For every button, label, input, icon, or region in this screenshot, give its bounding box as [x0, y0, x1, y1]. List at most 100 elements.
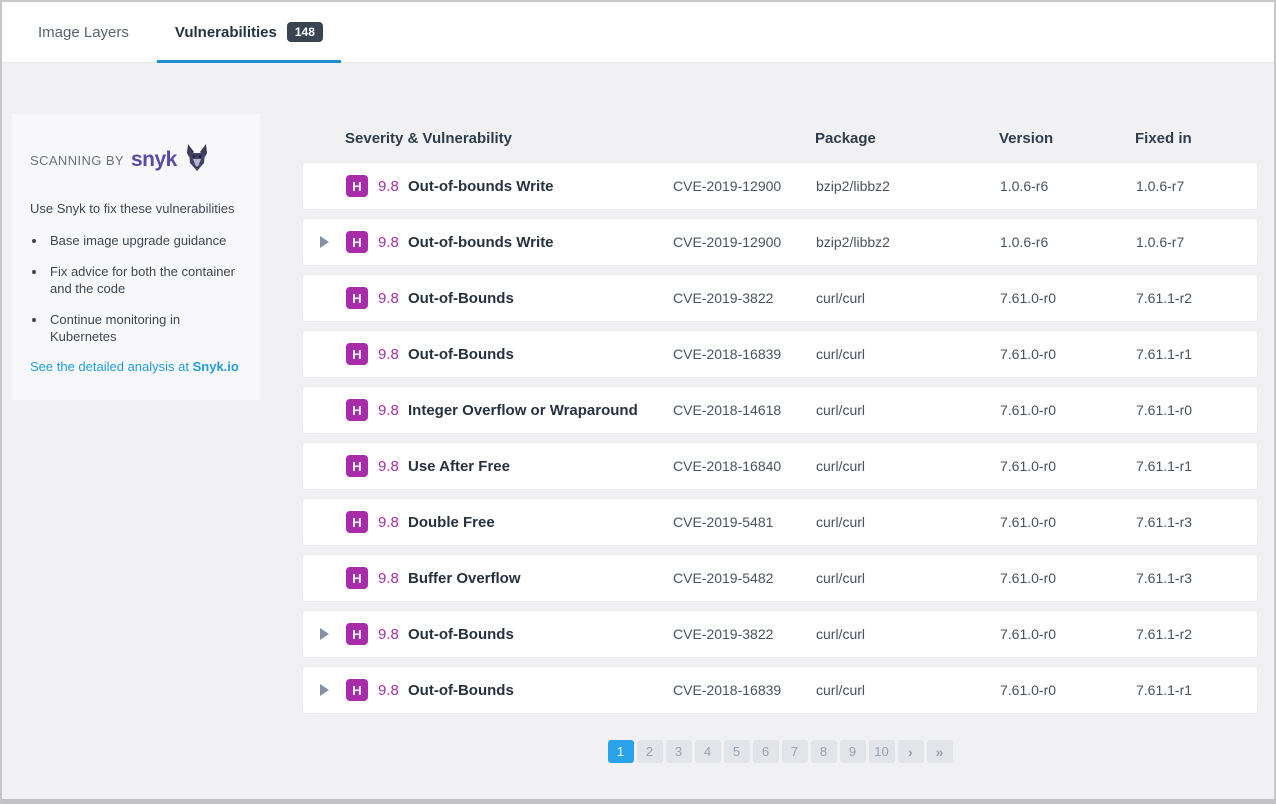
vulnerability-name: Out-of-bounds Write [408, 233, 554, 251]
snyk-detailed-analysis-link[interactable]: See the detailed analysis at Snyk.io [30, 359, 242, 374]
last-page-button[interactable]: » [926, 740, 953, 763]
page-button-2[interactable]: 2 [636, 740, 663, 763]
page-button-1[interactable]: 1 [607, 740, 634, 763]
page-button-8[interactable]: 8 [810, 740, 837, 763]
tab-vulnerabilities-label: Vulnerabilities [174, 23, 277, 41]
vulnerabilities-count-badge: 148 [286, 22, 323, 42]
vulnerability-name: Out-of-Bounds [408, 681, 514, 699]
severity-badge: H [346, 399, 368, 421]
package-cell: curl/curl [816, 570, 866, 586]
vulnerability-name: Double Free [408, 513, 495, 531]
version-cell: 7.61.0-r0 [1000, 402, 1057, 418]
expand-caret-icon[interactable] [320, 684, 329, 696]
vulnerability-name: Out-of-Bounds [408, 289, 514, 307]
table-row[interactable]: H 9.8 Out-of-Bounds CVE-2018-16839 curl/… [302, 666, 1258, 714]
package-cell: curl/curl [816, 346, 866, 362]
snyk-dog-icon [185, 144, 209, 177]
vulnerability-table-body: H 9.8 Out-of-bounds Write CVE-2019-12900… [302, 162, 1258, 714]
package-cell: curl/curl [816, 290, 866, 306]
expand-caret-icon[interactable] [320, 628, 329, 640]
page-button-6[interactable]: 6 [752, 740, 779, 763]
fixed-in-cell: 7.61.1-r1 [1136, 682, 1193, 698]
severity-score: 9.8 [378, 569, 399, 587]
expand-caret-icon[interactable] [320, 236, 329, 248]
page-button-3[interactable]: 3 [665, 740, 692, 763]
severity-badge: H [346, 343, 368, 365]
fixed-in-cell: 1.0.6-r7 [1136, 234, 1185, 250]
cve-id: CVE-2019-12900 [673, 234, 782, 250]
table-row[interactable]: H 9.8 Out-of-Bounds CVE-2018-16839 curl/… [302, 330, 1258, 378]
sidebar-bullet-item: Base image upgrade guidance [47, 232, 242, 250]
snyk-sidebar-card: SCANNING BY snyk Use Snyk to fix these v… [12, 114, 260, 400]
version-cell: 7.61.0-r0 [1000, 458, 1057, 474]
table-row[interactable]: H 9.8 Out-of-bounds Write CVE-2019-12900… [302, 218, 1258, 266]
table-row[interactable]: H 9.8 Out-of-Bounds CVE-2019-3822 curl/c… [302, 610, 1258, 658]
pagination: 1 2 3 4 5 6 7 8 9 10 ›» [302, 740, 1258, 763]
fixed-in-cell: 7.61.1-r2 [1136, 290, 1193, 306]
column-header-severity: Severity & Vulnerability [345, 129, 513, 147]
severity-badge: H [346, 455, 368, 477]
page-button-5[interactable]: 5 [723, 740, 750, 763]
next-page-button[interactable]: › [897, 740, 924, 763]
severity-badge: H [346, 567, 368, 589]
cve-id: CVE-2019-3822 [673, 626, 774, 642]
sidebar-bullet-item: Continue monitoring in Kubernetes [47, 311, 242, 346]
table-row[interactable]: H 9.8 Out-of-bounds Write CVE-2019-12900… [302, 162, 1258, 210]
tab-vulnerabilities[interactable]: Vulnerabilities 148 [156, 2, 341, 63]
sidebar-intro-text: Use Snyk to fix these vulnerabilities [30, 201, 235, 216]
version-cell: 7.61.0-r0 [1000, 570, 1057, 586]
scanning-by-label: SCANNING BY [30, 153, 124, 168]
cve-id: CVE-2019-12900 [673, 178, 782, 194]
page-button-10[interactable]: 10 [868, 740, 895, 763]
vulnerability-name: Out-of-Bounds [408, 625, 514, 643]
page-button-9[interactable]: 9 [839, 740, 866, 763]
vulnerability-name: Buffer Overflow [408, 569, 521, 587]
severity-badge: H [346, 287, 368, 309]
cve-id: CVE-2018-16839 [673, 682, 782, 698]
severity-score: 9.8 [378, 401, 399, 419]
fixed-in-cell: 1.0.6-r7 [1136, 178, 1185, 194]
snyk-wordmark: snyk [130, 147, 177, 171]
severity-badge: H [346, 511, 368, 533]
vulnerability-name: Out-of-Bounds [408, 345, 514, 363]
package-cell: bzip2/libbz2 [816, 178, 890, 194]
cve-id: CVE-2019-5482 [673, 570, 774, 586]
table-row[interactable]: H 9.8 Buffer Overflow CVE-2019-5482 curl… [302, 554, 1258, 602]
vulnerability-name: Use After Free [408, 457, 510, 475]
cve-id: CVE-2019-3822 [673, 290, 774, 306]
severity-badge: H [346, 623, 368, 645]
tab-bar: Image Layers Vulnerabilities 148 [2, 2, 1274, 63]
version-cell: 1.0.6-r6 [1000, 178, 1049, 194]
table-row[interactable]: H 9.8 Integer Overflow or Wraparound CVE… [302, 386, 1258, 434]
vulnerability-name: Integer Overflow or Wraparound [408, 401, 638, 419]
table-row[interactable]: H 9.8 Use After Free CVE-2018-16840 curl… [302, 442, 1258, 490]
column-header-fixed-in: Fixed in [1135, 129, 1192, 147]
version-cell: 7.61.0-r0 [1000, 346, 1057, 362]
fixed-in-cell: 7.61.1-r1 [1136, 346, 1193, 362]
cve-id: CVE-2018-14618 [673, 402, 782, 418]
cve-id: CVE-2018-16839 [673, 346, 782, 362]
tab-image-layers[interactable]: Image Layers [30, 2, 137, 62]
table-row[interactable]: H 9.8 Double Free CVE-2019-5481 curl/cur… [302, 498, 1258, 546]
severity-badge: H [346, 175, 368, 197]
table-row[interactable]: H 9.8 Out-of-Bounds CVE-2019-3822 curl/c… [302, 274, 1258, 322]
package-cell: curl/curl [816, 458, 866, 474]
severity-score: 9.8 [378, 681, 399, 699]
page-button-4[interactable]: 4 [694, 740, 721, 763]
scanning-by-row: SCANNING BY snyk [30, 144, 242, 177]
version-cell: 1.0.6-r6 [1000, 234, 1049, 250]
severity-score: 9.8 [378, 625, 399, 643]
package-cell: curl/curl [816, 626, 866, 642]
column-header-package: Package [815, 129, 876, 147]
fixed-in-cell: 7.61.1-r1 [1136, 458, 1193, 474]
page-button-7[interactable]: 7 [781, 740, 808, 763]
column-header-version: Version [999, 129, 1054, 147]
severity-score: 9.8 [378, 513, 399, 531]
snyk-link-text: See the detailed analysis at [30, 358, 193, 374]
severity-badge: H [346, 231, 368, 253]
version-cell: 7.61.0-r0 [1000, 514, 1057, 530]
package-cell: bzip2/libbz2 [816, 234, 890, 250]
severity-score: 9.8 [378, 233, 399, 251]
version-cell: 7.61.0-r0 [1000, 626, 1057, 642]
fixed-in-cell: 7.61.1-r3 [1136, 514, 1193, 530]
